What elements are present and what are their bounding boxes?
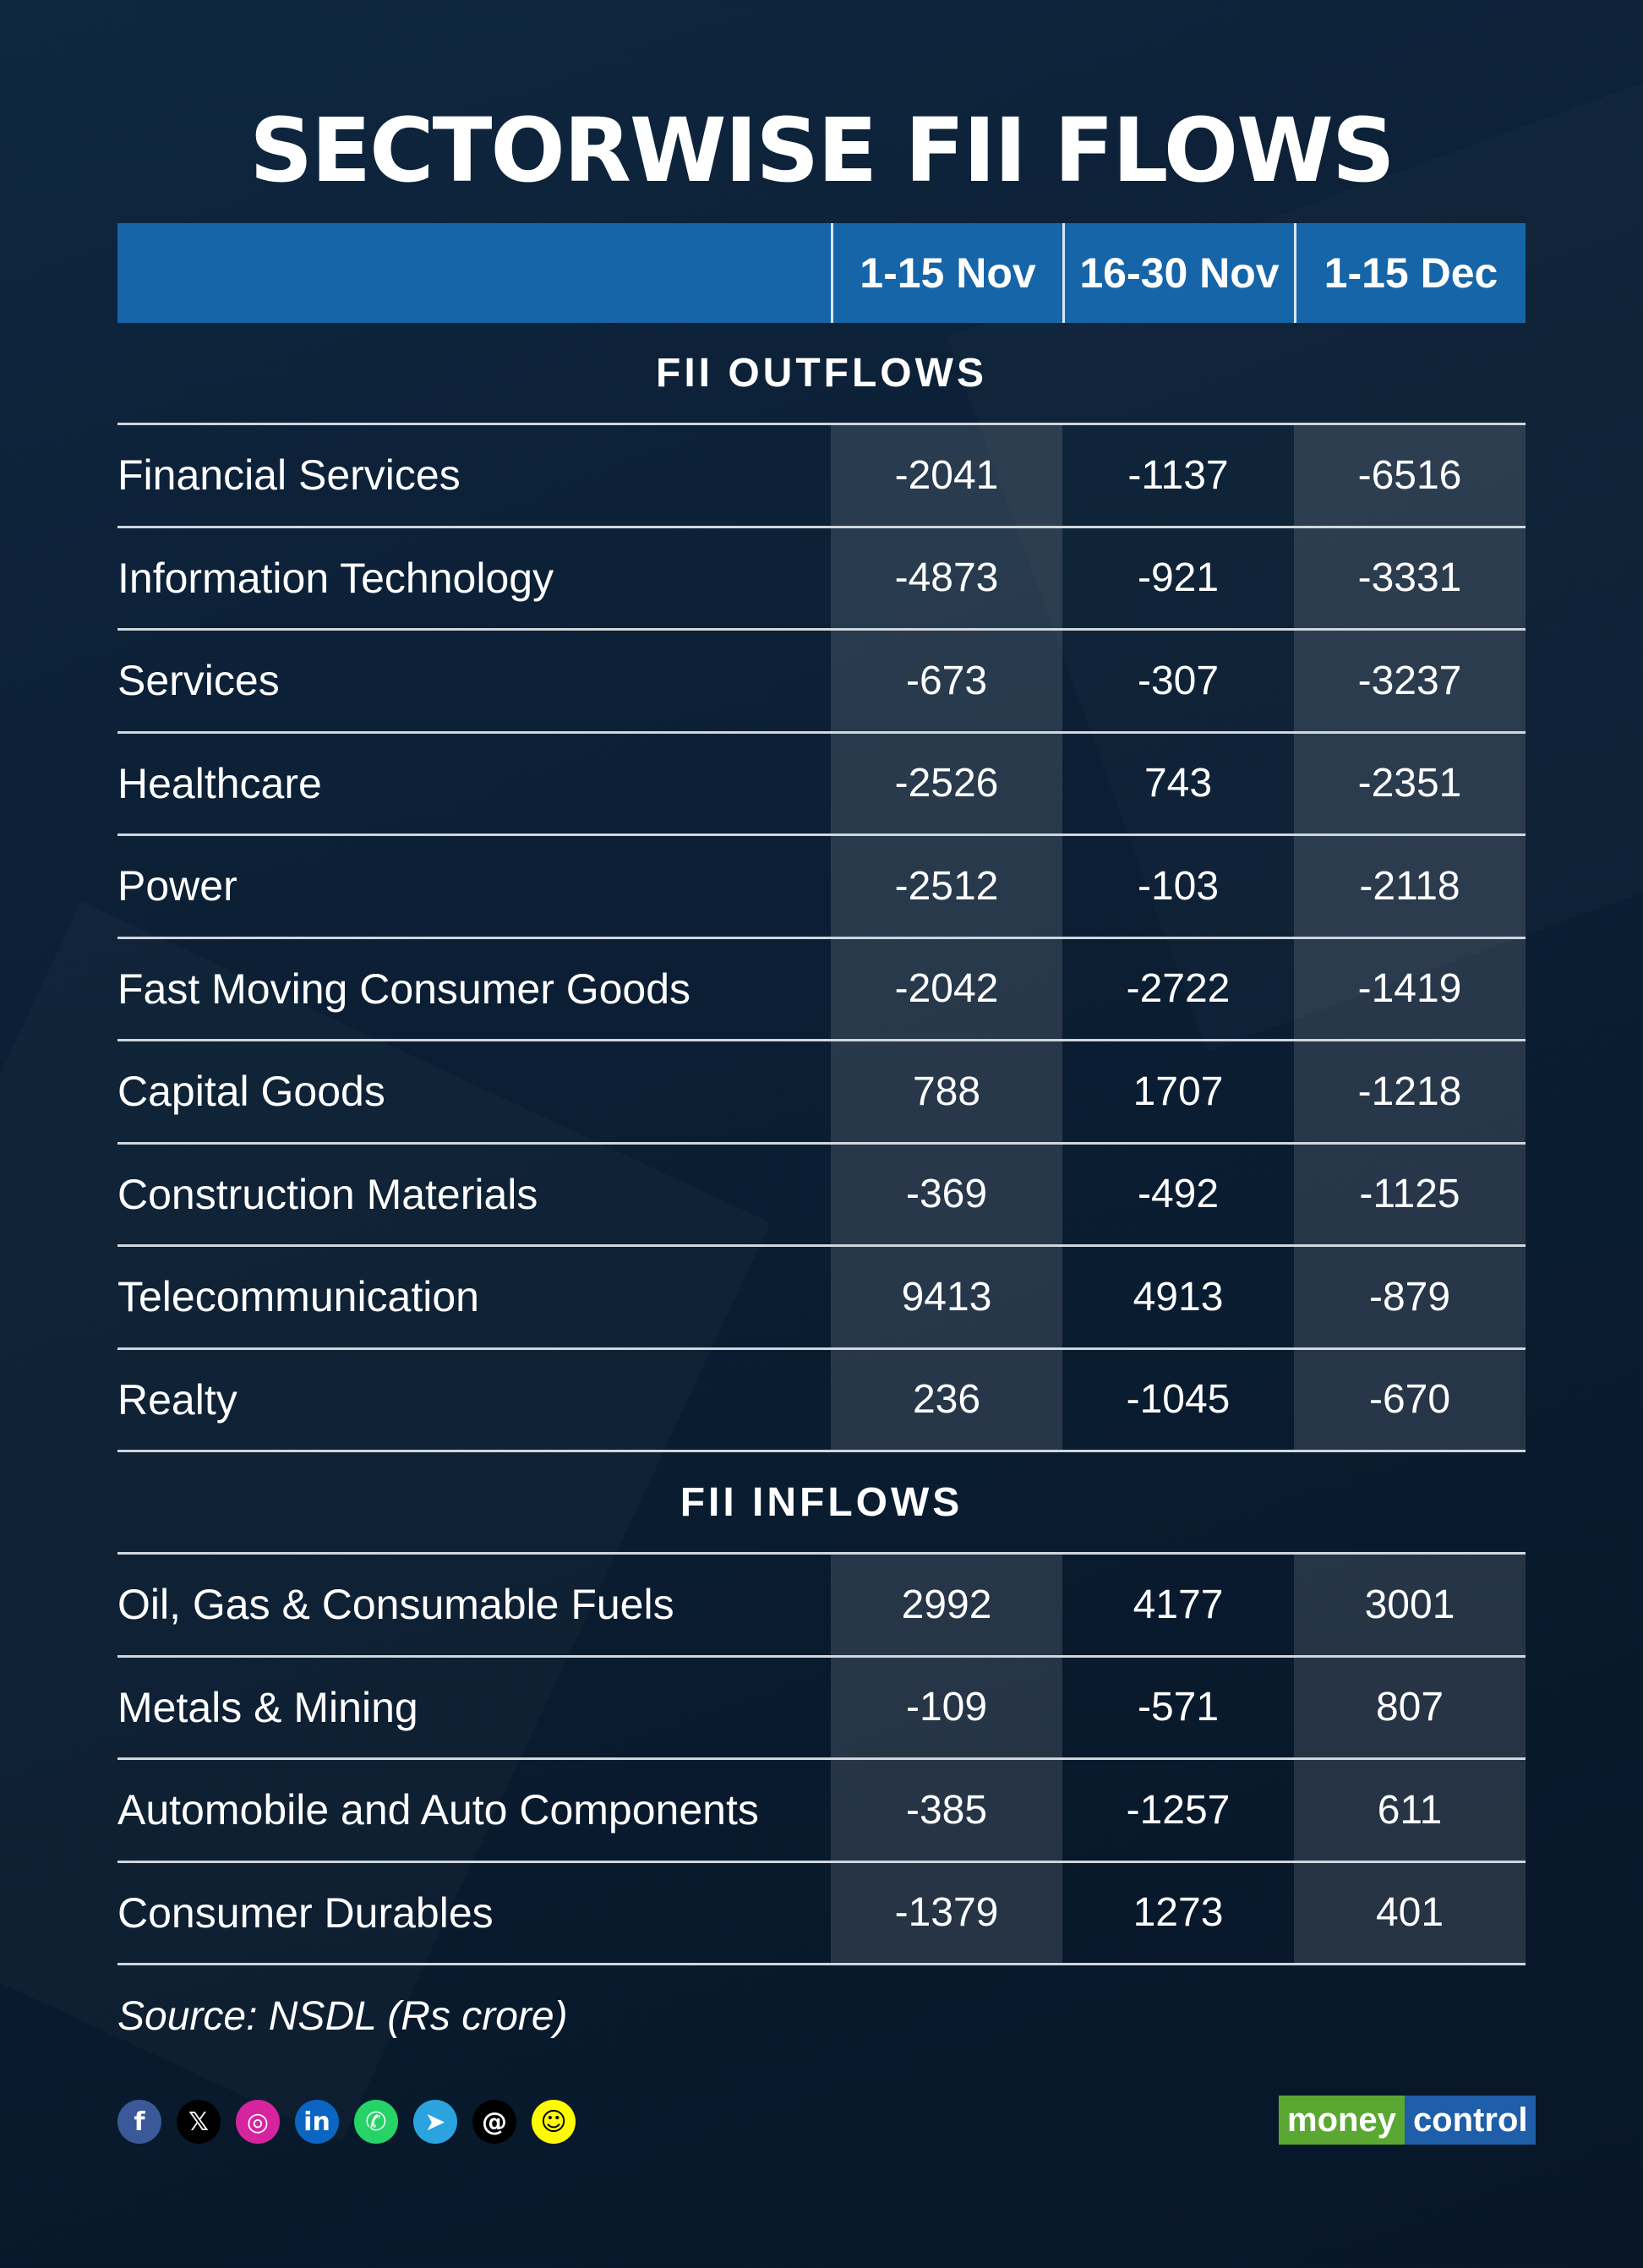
value-cell: -385 xyxy=(831,1760,1062,1861)
value-cell: -673 xyxy=(831,631,1062,731)
value-cell: 1273 xyxy=(1133,1890,1224,1936)
value-cell: -2351 xyxy=(1294,733,1526,833)
value-cell: 236 xyxy=(831,1349,1062,1450)
value-cell: 4177 xyxy=(1133,1582,1224,1627)
logo-part-control: control xyxy=(1404,2096,1537,2145)
value-cell: -109 xyxy=(831,1657,1062,1757)
value-cell: -369 xyxy=(831,1144,1062,1244)
value-cell: -3331 xyxy=(1294,527,1526,628)
linkedin-icon[interactable]: in xyxy=(295,2100,339,2144)
instagram-icon[interactable]: ◎ xyxy=(236,2100,280,2144)
sector-label: Fast Moving Consumer Goods xyxy=(117,965,691,1013)
value-cell: -1257 xyxy=(1126,1787,1231,1833)
value-cell: -2512 xyxy=(831,836,1062,937)
value-cell: -1419 xyxy=(1294,938,1526,1039)
sector-label: Automobile and Auto Components xyxy=(117,1786,759,1834)
sector-label: Information Technology xyxy=(117,554,554,602)
table-row: Services -673 -307 -3237 xyxy=(117,631,1526,734)
sector-label: Healthcare xyxy=(117,759,322,807)
section-title: FII INFLOWS xyxy=(117,1452,1526,1555)
value-cell: -670 xyxy=(1294,1349,1526,1450)
value-cell: -3237 xyxy=(1294,631,1526,731)
value-cell: -307 xyxy=(1137,658,1220,703)
facebook-icon[interactable]: f xyxy=(117,2100,161,2144)
value-cell: -492 xyxy=(1137,1172,1220,1217)
table-row: Capital Goods 788 1707 -1218 xyxy=(117,1041,1526,1145)
sector-label: Telecommunication xyxy=(117,1273,479,1321)
threads-icon[interactable]: @ xyxy=(472,2100,516,2144)
value-cell: -1137 xyxy=(1127,452,1229,498)
value-cell: 807 xyxy=(1294,1657,1526,1757)
column-header: 1-15 Dec xyxy=(1294,223,1526,323)
value-cell: -879 xyxy=(1294,1247,1526,1347)
table-row: Financial Services -2041 -1137 -6516 xyxy=(117,425,1526,528)
sector-label: Services xyxy=(117,657,280,705)
value-cell: 2992 xyxy=(831,1555,1062,1655)
value-cell: -6516 xyxy=(1294,425,1526,526)
column-header: 1-15 Nov xyxy=(831,223,1062,323)
value-cell: -2041 xyxy=(831,425,1062,526)
table-row: Telecommunication 9413 4913 -879 xyxy=(117,1247,1526,1350)
value-cell: 3001 xyxy=(1294,1555,1526,1655)
whatsapp-icon[interactable]: ✆ xyxy=(354,2100,398,2144)
value-cell: -2722 xyxy=(1126,966,1231,1012)
table-row: Power -2512 -103 -2118 xyxy=(117,836,1526,939)
sector-label: Power xyxy=(117,862,237,910)
sector-label: Construction Materials xyxy=(117,1170,538,1218)
value-cell: -571 xyxy=(1137,1685,1220,1730)
sector-label: Realty xyxy=(117,1375,237,1424)
table-row: Information Technology -4873 -921 -3331 xyxy=(117,527,1526,631)
source-note: Source: NSDL (Rs crore) xyxy=(117,1994,568,2039)
value-cell: -2118 xyxy=(1294,836,1526,937)
table-row: Fast Moving Consumer Goods -2042 -2722 -141… xyxy=(117,938,1526,1041)
table-body: FII OUTFLOWS Financial Services -2041 -1137… xyxy=(117,323,1526,1965)
table-header: 1-15 Nov 16-30 Nov 1-15 Dec xyxy=(117,223,1526,323)
value-cell: 788 xyxy=(831,1041,1062,1142)
value-cell: -1379 xyxy=(831,1862,1062,1963)
sector-label: Financial Services xyxy=(117,451,461,500)
value-cell: -1125 xyxy=(1294,1144,1526,1244)
sector-label: Consumer Durables xyxy=(117,1888,494,1937)
sector-label: Metals & Mining xyxy=(117,1683,418,1731)
snapchat-icon[interactable]: ☺ xyxy=(532,2100,576,2144)
value-cell: 1707 xyxy=(1133,1068,1224,1114)
value-cell: -4873 xyxy=(831,527,1062,628)
sector-label: Capital Goods xyxy=(117,1068,385,1116)
table-row: Metals & Mining -109 -571 807 xyxy=(117,1657,1526,1760)
value-cell: -2042 xyxy=(831,938,1062,1039)
telegram-icon[interactable]: ➤ xyxy=(413,2100,457,2144)
table-row: Automobile and Auto Components -385 -1257 6… xyxy=(117,1760,1526,1863)
value-cell: -1045 xyxy=(1126,1377,1231,1423)
table-row: Construction Materials -369 -492 -1125 xyxy=(117,1144,1526,1247)
moneycontrol-logo: money control xyxy=(1279,2096,1537,2145)
sector-label: Oil, Gas & Consumable Fuels xyxy=(117,1581,674,1629)
table-row: Realty 236 -1045 -670 xyxy=(117,1349,1526,1452)
social-icons: f 𝕏 ◎ in ✆ ➤ @ ☺ xyxy=(117,2100,576,2144)
value-cell: -1218 xyxy=(1294,1041,1526,1142)
value-cell: 4913 xyxy=(1133,1274,1224,1320)
column-header: 16-30 Nov xyxy=(1062,223,1294,323)
value-cell: -2526 xyxy=(831,733,1062,833)
value-cell: -921 xyxy=(1137,555,1220,601)
header-blank xyxy=(117,223,831,323)
table-row: Oil, Gas & Consumable Fuels 2992 4177 3001 xyxy=(117,1555,1526,1658)
value-cell: 401 xyxy=(1294,1862,1526,1963)
table-row: Consumer Durables -1379 1273 401 xyxy=(117,1862,1526,1965)
section-title: FII OUTFLOWS xyxy=(117,323,1526,425)
value-cell: -103 xyxy=(1137,863,1220,909)
page-title: SECTORWISE FII FLOWS xyxy=(249,99,1395,202)
value-cell: 743 xyxy=(1144,761,1213,806)
x-icon[interactable]: 𝕏 xyxy=(177,2100,221,2144)
value-cell: 9413 xyxy=(831,1247,1062,1347)
logo-part-money: money xyxy=(1279,2096,1405,2145)
value-cell: 611 xyxy=(1294,1760,1526,1861)
table-row: Healthcare -2526 743 -2351 xyxy=(117,733,1526,836)
flows-table: 1-15 Nov 16-30 Nov 1-15 Dec FII OUTFLOWS… xyxy=(117,223,1526,1965)
